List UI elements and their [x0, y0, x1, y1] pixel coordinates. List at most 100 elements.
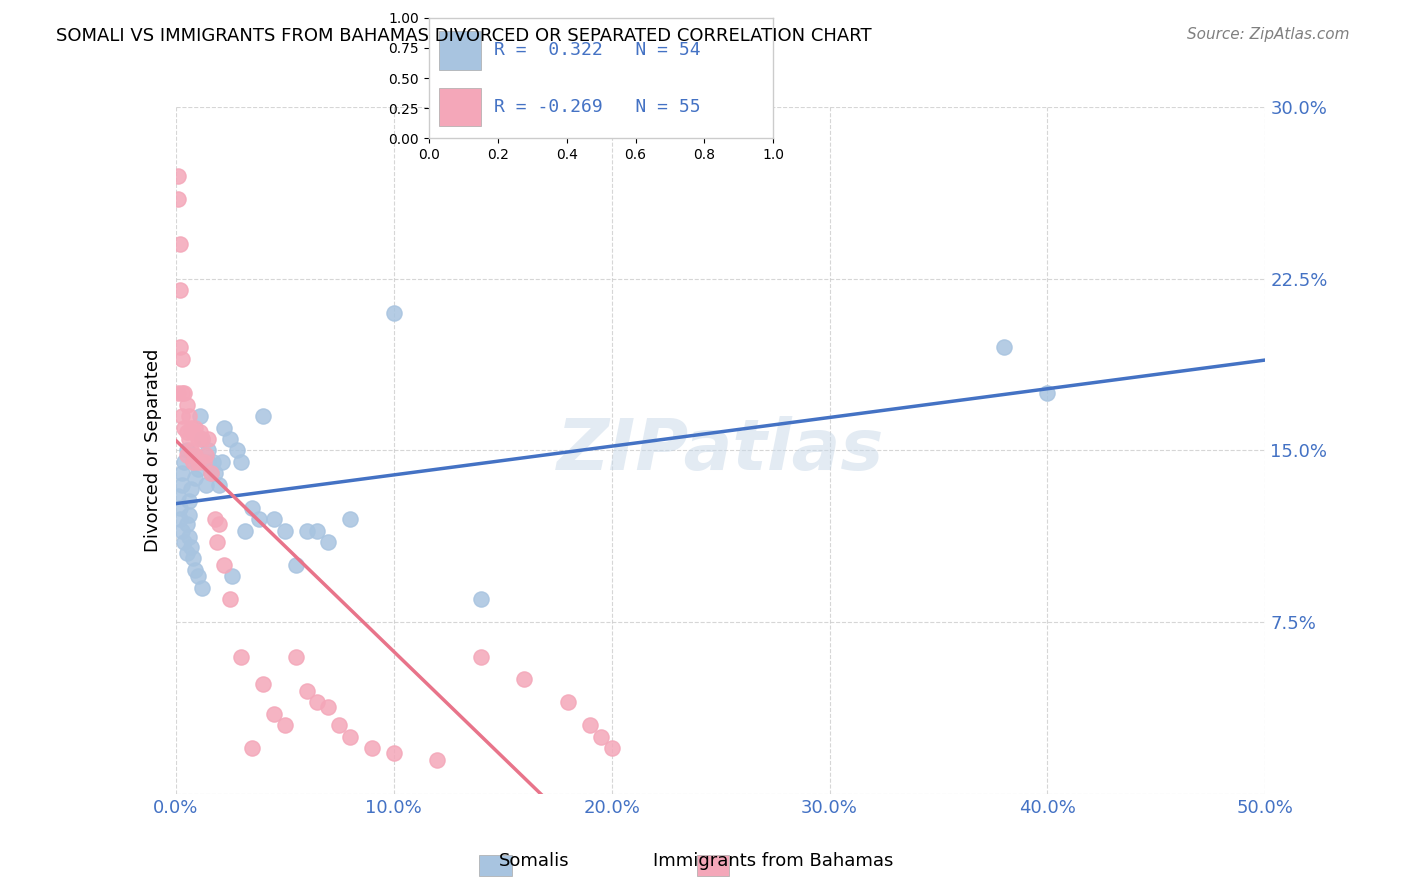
- Point: [208, 516, 231, 531]
- Point: [426, 753, 449, 767]
- Point: [240, 500, 263, 515]
- Point: [191, 432, 214, 446]
- Point: [212, 420, 235, 434]
- Point: [177, 531, 200, 545]
- Point: [295, 683, 318, 698]
- Point: [231, 649, 253, 664]
- Point: [201, 455, 224, 469]
- Point: [184, 471, 207, 485]
- Point: [172, 409, 194, 424]
- Point: [193, 455, 215, 469]
- Point: [225, 443, 247, 458]
- Point: [1036, 386, 1059, 401]
- Point: [318, 535, 340, 549]
- Point: [191, 432, 214, 446]
- Point: [235, 524, 257, 538]
- Point: [169, 512, 191, 526]
- Point: [240, 741, 263, 756]
- Point: [513, 673, 536, 687]
- Point: [180, 420, 202, 434]
- Point: [172, 524, 194, 538]
- Point: [274, 718, 297, 732]
- Point: [167, 489, 190, 503]
- Point: [173, 455, 195, 469]
- Point: [200, 467, 222, 481]
- Point: [208, 478, 231, 492]
- Point: [195, 478, 218, 492]
- Point: [186, 455, 209, 469]
- Point: [172, 386, 194, 401]
- Point: [195, 448, 218, 462]
- Point: [176, 425, 198, 439]
- Point: [221, 569, 243, 583]
- Text: R =  0.322   N = 54: R = 0.322 N = 54: [495, 41, 702, 60]
- Point: [204, 467, 226, 481]
- Point: [470, 592, 492, 607]
- Point: [169, 500, 191, 515]
- Point: [295, 524, 318, 538]
- Point: [176, 546, 198, 561]
- Point: [186, 569, 209, 583]
- Point: [284, 558, 307, 572]
- Point: [167, 386, 190, 401]
- Point: [184, 448, 207, 462]
- Point: [176, 516, 198, 531]
- Point: [176, 398, 198, 412]
- Point: [274, 524, 297, 538]
- Point: [252, 677, 274, 691]
- Point: [167, 192, 190, 206]
- Point: [186, 462, 209, 476]
- Point: [200, 467, 222, 481]
- Point: [318, 699, 340, 714]
- Point: [169, 237, 191, 252]
- Point: [470, 649, 492, 664]
- Bar: [439, 87, 481, 126]
- Point: [180, 443, 202, 458]
- Point: [252, 409, 274, 424]
- Point: [993, 340, 1015, 354]
- Text: Source: ZipAtlas.com: Source: ZipAtlas.com: [1187, 27, 1350, 42]
- Point: [211, 455, 233, 469]
- Text: Somalis: Somalis: [499, 852, 569, 870]
- Point: [176, 448, 198, 462]
- Point: [557, 695, 579, 709]
- Point: [169, 340, 191, 354]
- Point: [180, 540, 202, 554]
- Point: [188, 425, 211, 439]
- Text: ZIPatlas: ZIPatlas: [557, 416, 884, 485]
- Point: [328, 718, 350, 732]
- Bar: [479, 855, 512, 876]
- Point: [172, 351, 194, 366]
- Point: [180, 483, 202, 497]
- Point: [382, 746, 405, 760]
- Bar: [697, 855, 730, 876]
- Point: [197, 443, 219, 458]
- Point: [212, 558, 235, 572]
- Point: [181, 455, 204, 469]
- Text: Immigrants from Bahamas: Immigrants from Bahamas: [654, 852, 893, 870]
- Point: [231, 455, 253, 469]
- Point: [173, 386, 195, 401]
- Point: [382, 306, 405, 320]
- Point: [204, 512, 226, 526]
- Point: [172, 478, 194, 492]
- Point: [167, 169, 190, 183]
- Bar: [439, 31, 481, 70]
- Point: [181, 448, 204, 462]
- Point: [263, 512, 285, 526]
- Point: [360, 741, 382, 756]
- Point: [339, 730, 361, 744]
- Point: [184, 420, 207, 434]
- Point: [193, 455, 215, 469]
- Point: [247, 512, 270, 526]
- Y-axis label: Divorced or Separated: Divorced or Separated: [143, 349, 162, 552]
- Point: [191, 581, 214, 595]
- Point: [176, 443, 198, 458]
- Point: [186, 432, 209, 446]
- Point: [307, 695, 329, 709]
- Point: [181, 551, 204, 566]
- Point: [169, 283, 191, 297]
- Text: R = -0.269   N = 55: R = -0.269 N = 55: [495, 98, 702, 116]
- Point: [339, 512, 361, 526]
- Point: [177, 508, 200, 522]
